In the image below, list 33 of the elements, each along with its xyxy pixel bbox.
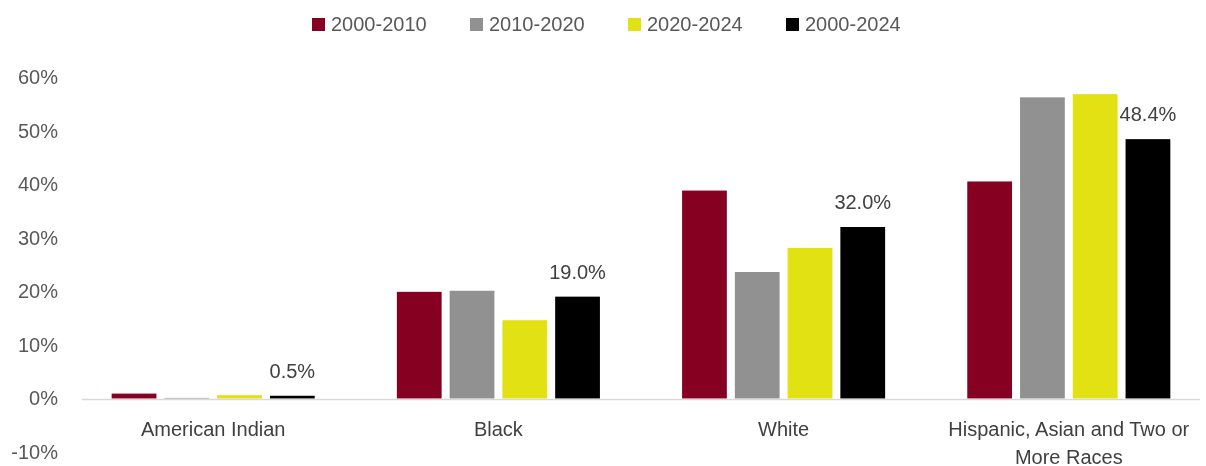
bar bbox=[502, 320, 548, 399]
y-tick-label: 10% bbox=[17, 333, 59, 356]
y-tick-label: 30% bbox=[17, 226, 59, 249]
legend-label: 2000-2024 bbox=[805, 13, 901, 35]
bar bbox=[217, 395, 262, 399]
bar bbox=[840, 227, 886, 399]
legend-label: 2000-2010 bbox=[331, 13, 427, 35]
bar bbox=[967, 181, 1013, 399]
data-label: 0.5% bbox=[269, 359, 316, 382]
y-tick-label: 50% bbox=[17, 119, 59, 142]
y-tick-label: 40% bbox=[17, 173, 59, 196]
bar bbox=[555, 296, 600, 399]
y-tick-label: -10% bbox=[11, 441, 59, 463]
y-tick-label: 20% bbox=[17, 280, 59, 303]
x-tick-label: White bbox=[758, 418, 810, 441]
bar bbox=[734, 272, 780, 399]
data-label: 48.4% bbox=[1119, 103, 1177, 126]
x-tick-label: American Indian bbox=[140, 418, 286, 441]
x-tick-label: Black bbox=[473, 418, 524, 441]
bar bbox=[1072, 94, 1118, 399]
legend-label: 2010-2020 bbox=[489, 13, 585, 35]
bar bbox=[449, 290, 495, 399]
bar bbox=[396, 291, 442, 399]
data-label: 32.0% bbox=[834, 191, 892, 213]
data-label: 19.0% bbox=[549, 260, 607, 283]
legend-label: 2020-2024 bbox=[647, 13, 743, 35]
x-tick-label: Hispanic, Asian and Two or More Races bbox=[948, 418, 1190, 466]
bar bbox=[1020, 97, 1065, 399]
bar bbox=[1125, 139, 1171, 399]
bar bbox=[682, 190, 727, 399]
y-tick-label: 0% bbox=[29, 387, 59, 410]
bar bbox=[787, 247, 833, 399]
y-tick-label: 60% bbox=[17, 66, 59, 88]
